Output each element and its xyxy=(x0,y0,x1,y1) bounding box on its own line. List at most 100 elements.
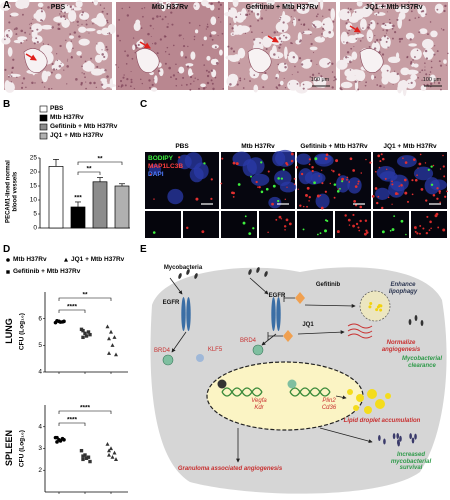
cell-speck xyxy=(443,9,446,13)
inhibitor-jq1 xyxy=(283,330,293,342)
alveolus xyxy=(37,36,42,41)
lc3-dot xyxy=(355,222,359,226)
cell-speck xyxy=(417,76,420,79)
point xyxy=(55,440,59,444)
cell-speck xyxy=(185,83,188,86)
cell-speck xyxy=(438,60,441,63)
lc3-dot xyxy=(376,201,379,205)
y-axis-label: PECAM1-lined normal blood vessels xyxy=(5,160,18,223)
cell-speck xyxy=(275,86,278,89)
cell-speck xyxy=(22,77,26,80)
lc3-dot xyxy=(295,166,299,169)
cell-speck xyxy=(95,86,98,89)
cell-speck xyxy=(66,83,68,85)
lc3-dot xyxy=(377,195,380,198)
alveolus xyxy=(279,80,284,86)
cell-speck xyxy=(310,33,312,36)
cell-speck xyxy=(386,37,389,40)
cell-speck xyxy=(175,63,177,66)
lc3-dot xyxy=(232,161,236,165)
cell-speck xyxy=(89,81,92,85)
cell-speck xyxy=(436,50,439,53)
alveolus xyxy=(65,41,73,51)
lc3-dot xyxy=(360,172,363,174)
alveolus xyxy=(132,44,136,51)
bodipy-dot xyxy=(341,180,344,183)
cell-speck xyxy=(85,87,87,90)
cell-speck xyxy=(62,15,66,18)
point xyxy=(107,351,111,355)
cell-speck xyxy=(428,73,431,76)
cell-speck xyxy=(81,72,83,74)
cell-speck xyxy=(421,69,424,72)
egfr xyxy=(186,297,191,331)
cell-speck xyxy=(100,83,104,86)
cell-speck xyxy=(260,17,264,20)
cell-speck xyxy=(81,65,83,68)
lc3-dot xyxy=(439,201,441,204)
legend-marker xyxy=(64,257,68,262)
lc3-dot xyxy=(275,218,278,221)
cell-speck xyxy=(135,46,138,49)
cell-speck xyxy=(88,32,90,34)
alveolus xyxy=(238,28,246,33)
cell-speck xyxy=(159,15,162,18)
cell-speck xyxy=(275,76,278,80)
cell-speck xyxy=(250,31,253,34)
cell-speck xyxy=(373,47,377,50)
cell-speck xyxy=(284,62,286,65)
cell-speck xyxy=(262,4,264,6)
cell-speck xyxy=(303,23,306,26)
if-zoom xyxy=(145,211,181,238)
lc3-dot xyxy=(308,196,311,199)
mycobacterium xyxy=(409,433,412,440)
cell-speck xyxy=(315,79,318,82)
bodipy-dot xyxy=(313,181,316,185)
lc3-dot xyxy=(348,181,351,183)
y-tick-label: 10 xyxy=(30,197,38,204)
mycobacterium xyxy=(399,435,402,442)
cell-speck xyxy=(370,21,373,25)
egfr xyxy=(181,297,186,331)
lc3-dot xyxy=(391,180,393,183)
dna xyxy=(289,387,331,397)
alveolus xyxy=(85,60,93,71)
cell-speck xyxy=(166,25,169,29)
diagram-label: Gefitinib xyxy=(315,282,341,288)
point xyxy=(79,448,84,453)
significance-bracket xyxy=(58,410,112,414)
legend-swatch xyxy=(39,114,48,122)
cell-speck xyxy=(72,8,75,11)
lc3-dot xyxy=(418,162,422,166)
alveolus xyxy=(100,78,107,83)
cell-speck xyxy=(410,62,413,65)
cell-speck xyxy=(332,20,335,23)
alveolus xyxy=(366,29,374,42)
arrow xyxy=(249,277,269,295)
lc3-dot xyxy=(348,224,351,226)
cell-speck xyxy=(318,72,320,75)
cell-speck xyxy=(166,46,169,49)
lc3-dot xyxy=(414,227,417,230)
cell-speck xyxy=(381,3,385,7)
inhibit-line xyxy=(283,294,295,302)
lc3-dot xyxy=(329,182,332,185)
point xyxy=(112,335,117,339)
cell-speck xyxy=(392,24,395,28)
point xyxy=(62,438,66,442)
cell-speck xyxy=(310,42,313,46)
cell-speck xyxy=(232,33,234,35)
bodipy-dot xyxy=(336,190,340,193)
cell-speck xyxy=(217,16,220,19)
cell-speck xyxy=(239,13,242,15)
cell-speck xyxy=(311,73,315,76)
cell-speck xyxy=(140,78,142,81)
lc3-dot xyxy=(308,200,310,202)
mycobacterium xyxy=(397,439,400,446)
cell-speck xyxy=(386,11,388,13)
cell-speck xyxy=(11,71,13,74)
alveolus xyxy=(340,31,349,45)
cell-speck xyxy=(277,63,280,66)
y-tick-label: 20 xyxy=(30,169,38,176)
lc3-dot xyxy=(439,168,442,170)
